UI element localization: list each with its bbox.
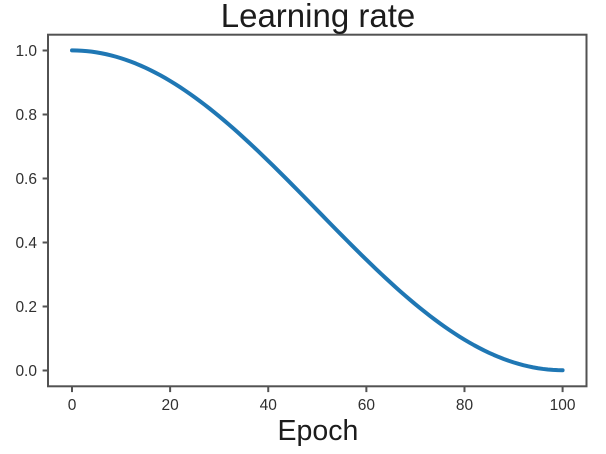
svg-text:Learning rate: Learning rate	[221, 0, 415, 34]
svg-text:60: 60	[358, 397, 376, 414]
svg-text:Epoch: Epoch	[277, 415, 358, 447]
svg-text:1.0: 1.0	[15, 43, 37, 60]
svg-text:20: 20	[161, 397, 179, 414]
svg-text:80: 80	[456, 397, 474, 414]
svg-text:0.2: 0.2	[15, 299, 37, 316]
svg-text:0.4: 0.4	[15, 235, 37, 252]
svg-text:0.6: 0.6	[15, 171, 37, 188]
svg-text:0.0: 0.0	[15, 363, 37, 380]
svg-text:0: 0	[68, 397, 77, 414]
svg-text:0.8: 0.8	[15, 107, 37, 124]
svg-text:100: 100	[550, 397, 576, 414]
svg-text:40: 40	[260, 397, 278, 414]
